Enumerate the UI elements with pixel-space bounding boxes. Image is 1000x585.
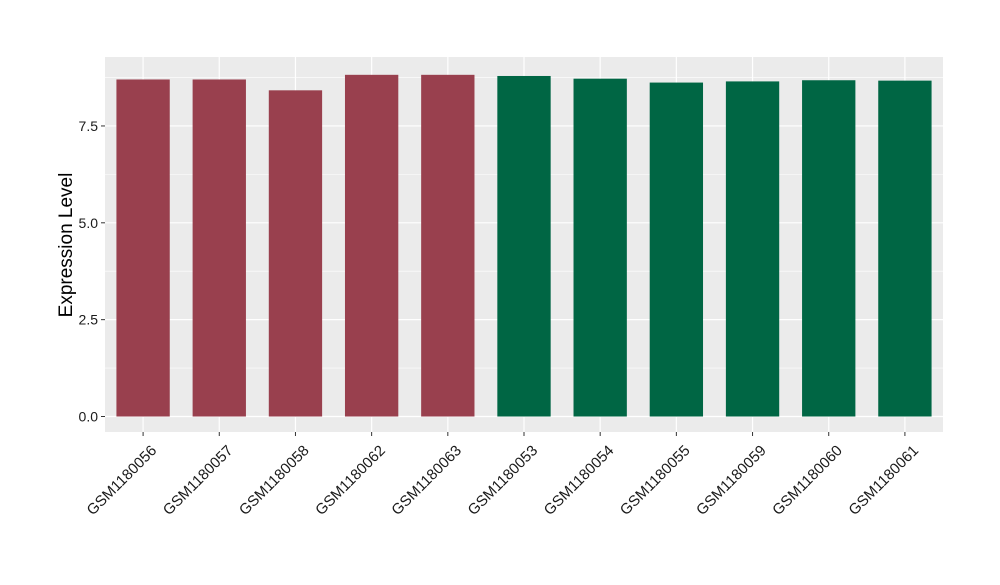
bars: [116, 74, 932, 417]
x-tick-label: GSM1180063: [388, 442, 465, 519]
bar-GSM1180055: [649, 82, 704, 417]
x-axis: GSM1180056 GSM1180057 GSM1180058 GSM1180062…: [84, 432, 922, 519]
x-tick-label: GSM1180059: [693, 442, 770, 519]
y-tick-label: 7.5: [79, 118, 99, 134]
bar-GSM1180060: [802, 80, 856, 417]
bar-GSM1180057: [192, 79, 246, 417]
bar-GSM1180054: [573, 78, 627, 417]
y-tick-label: 5.0: [79, 215, 99, 231]
y-tick-label: 2.5: [79, 312, 99, 328]
x-tick-label: GSM1180054: [541, 442, 618, 519]
x-tick-label: GSM1180056: [84, 442, 161, 519]
bar-GSM1180063: [421, 74, 475, 417]
x-tick-label: GSM1180061: [845, 442, 922, 519]
bar-GSM1180061: [878, 80, 932, 417]
x-tick-label: GSM1180058: [236, 442, 313, 519]
bar-GSM1180062: [344, 74, 399, 417]
y-axis-label: Expression Level: [56, 173, 77, 318]
x-tick-label: GSM1180057: [160, 442, 237, 519]
y-axis: 0.0 2.5 5.0 7.5: [79, 118, 105, 425]
x-tick-label: GSM1180062: [312, 442, 389, 519]
x-tick-label: GSM1180060: [769, 442, 846, 519]
y-tick-label: 0.0: [79, 409, 99, 425]
bar-GSM1180056: [116, 79, 170, 417]
bar-GSM1180058: [268, 90, 323, 417]
bar-GSM1180059: [725, 81, 780, 417]
bar-GSM1180053: [497, 75, 551, 417]
x-tick-label: GSM1180053: [464, 442, 541, 519]
x-tick-label: GSM1180055: [617, 442, 694, 519]
